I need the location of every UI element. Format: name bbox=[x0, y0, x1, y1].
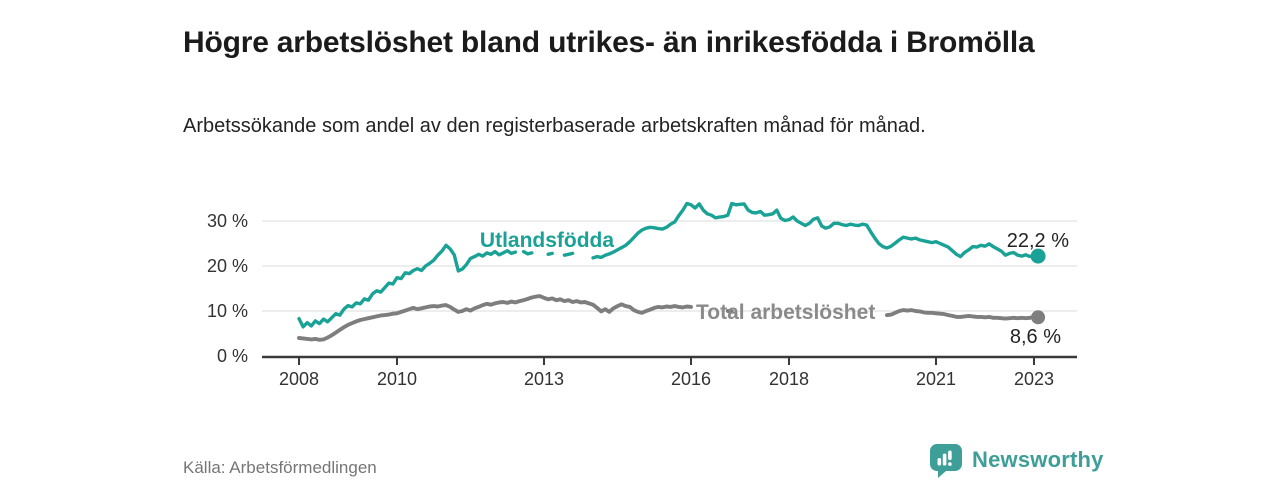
x-axis-tick-label: 2023 bbox=[1014, 369, 1054, 389]
series-line bbox=[562, 251, 575, 257]
x-axis-tick-label: 2018 bbox=[769, 369, 809, 389]
source-note: Källa: Arbetsförmedlingen bbox=[183, 458, 377, 477]
newsworthy-bar-chart-bubble-icon bbox=[930, 444, 962, 478]
end-value-label: 8,6 % bbox=[1010, 326, 1061, 348]
y-axis-tick-label: 10 % bbox=[207, 301, 248, 321]
end-value-label: 22,2 % bbox=[1007, 230, 1069, 252]
y-axis-tick-label: 20 % bbox=[207, 256, 248, 276]
series-line bbox=[546, 251, 554, 257]
series-line bbox=[885, 308, 1041, 321]
series-end-dot bbox=[1030, 248, 1046, 264]
x-axis-tick-label: 2008 bbox=[279, 369, 319, 389]
series-line bbox=[297, 294, 693, 342]
series-line bbox=[297, 243, 518, 329]
chart-subtitle: Arbetssökande som andel av den registerb… bbox=[183, 115, 926, 137]
x-axis-tick-label: 2021 bbox=[916, 369, 956, 389]
series-label-total-arbetsloshet: Total arbetslöshet bbox=[696, 301, 875, 324]
y-axis-tick-label: 30 % bbox=[207, 211, 248, 231]
series-line bbox=[521, 249, 534, 256]
newsworthy-logo: Newsworthy bbox=[929, 443, 1104, 479]
x-axis-tick-label: 2016 bbox=[671, 369, 711, 389]
series-line bbox=[591, 201, 1040, 260]
x-axis-tick-label: 2010 bbox=[377, 369, 417, 389]
chart-title: Högre arbetslöshet bland utrikes- än inr… bbox=[183, 26, 1035, 60]
series-label-utlandsfodda: Utlandsfödda bbox=[480, 229, 614, 252]
y-axis-tick-label: 0 % bbox=[217, 346, 248, 366]
brand-name: Newsworthy bbox=[972, 447, 1104, 472]
series-end-dot bbox=[1031, 310, 1046, 325]
x-axis-tick-label: 2013 bbox=[524, 369, 564, 389]
